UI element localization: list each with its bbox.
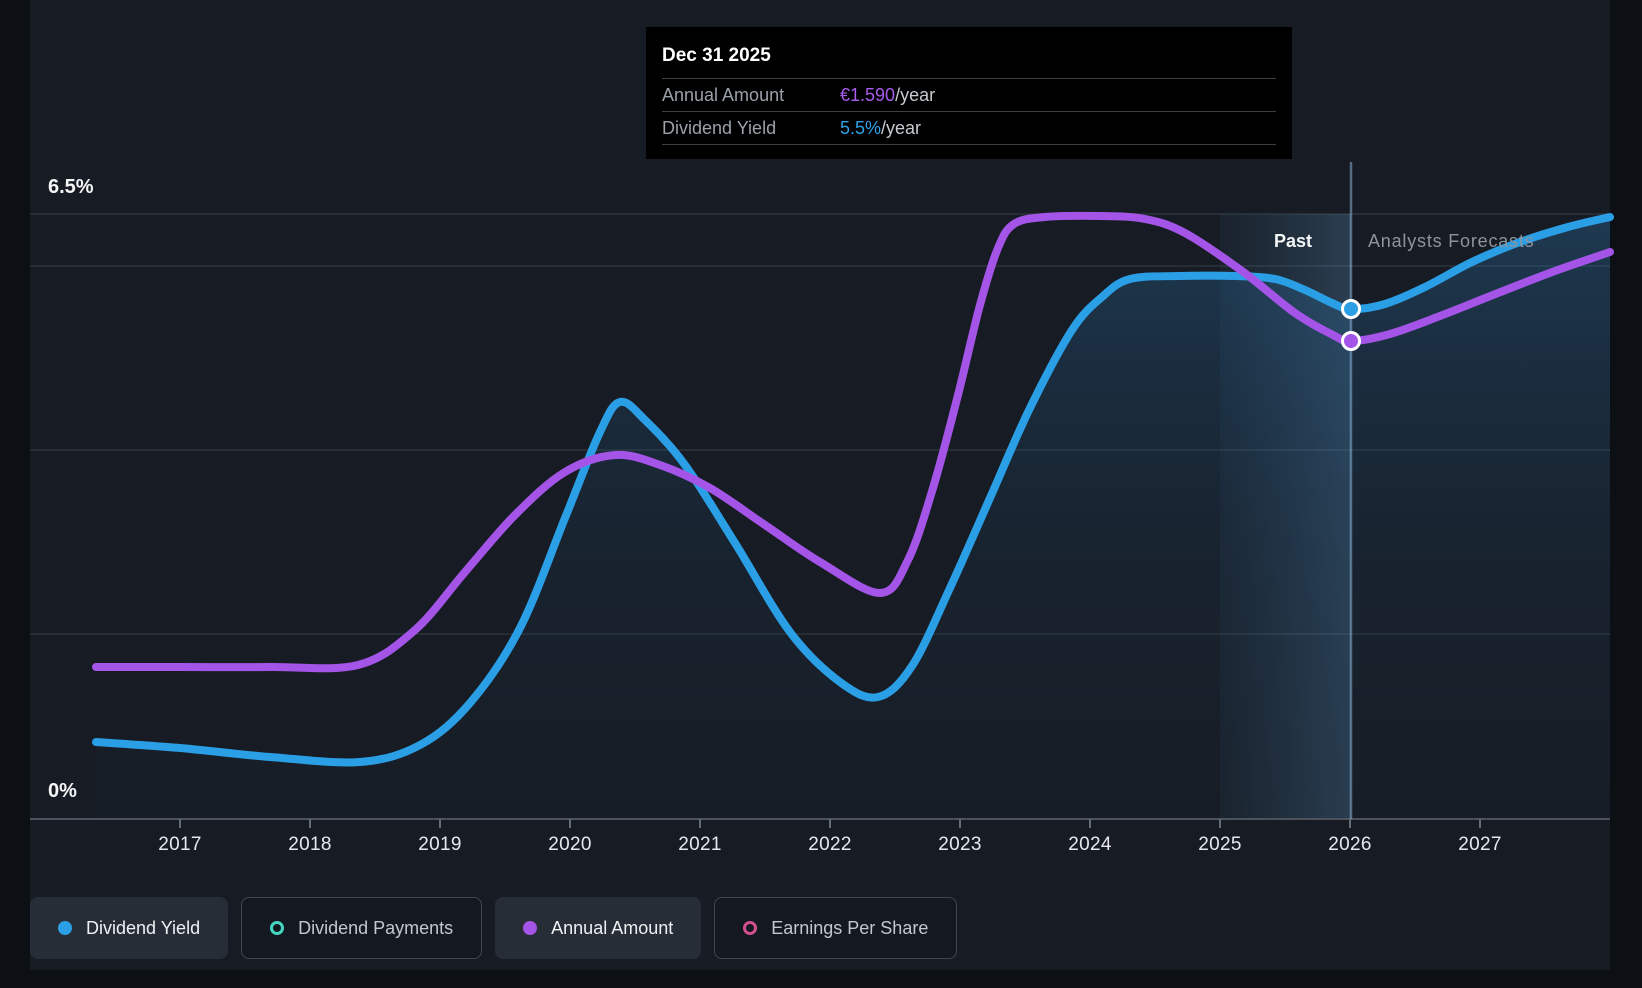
x-tick-label: 2027 xyxy=(1458,834,1502,855)
chart-hover-area[interactable] xyxy=(90,200,1610,820)
legend-label: Dividend Payments xyxy=(298,917,454,938)
tooltip-row-annual-amount: Annual Amount €1.590 /year xyxy=(662,79,1276,112)
chart-legend: Dividend Yield Dividend Payments Annual … xyxy=(30,897,958,959)
tooltip-value-suffix: /year xyxy=(881,117,922,138)
dividend-payments-ring-icon xyxy=(270,921,285,935)
x-tick-label: 2025 xyxy=(1198,834,1242,855)
x-tick-label: 2024 xyxy=(1068,834,1112,855)
y-axis-max-label: 6.5% xyxy=(48,176,94,198)
dividend-yield-dot-icon xyxy=(58,921,72,935)
tooltip-value: 5.5% xyxy=(840,117,882,138)
tooltip-date: Dec 31 2025 xyxy=(662,39,1276,79)
legend-label: Earnings Per Share xyxy=(771,917,929,938)
tooltip-label: Annual Amount xyxy=(662,84,785,105)
annual-amount-dot-icon xyxy=(523,921,538,935)
legend-toggle-dividend-yield[interactable]: Dividend Yield xyxy=(30,897,229,959)
tooltip-label: Dividend Yield xyxy=(662,117,777,138)
tooltip-value-suffix: /year xyxy=(895,84,936,105)
x-tick-label: 2023 xyxy=(938,834,982,855)
tooltip-value: €1.590 xyxy=(840,84,896,105)
tooltip-row-dividend-yield: Dividend Yield 5.5% /year xyxy=(662,112,1276,145)
legend-label: Dividend Yield xyxy=(86,917,201,938)
x-tick-label: 2020 xyxy=(548,834,592,855)
past-section-label: Past xyxy=(1273,231,1312,251)
chart-tooltip: Dec 31 2025 Annual Amount €1.590 /year D… xyxy=(646,27,1292,159)
legend-toggle-annual-amount[interactable]: Annual Amount xyxy=(495,897,702,959)
x-tick-label: 2026 xyxy=(1328,834,1372,855)
x-tick-label: 2017 xyxy=(158,834,202,855)
analysts-forecasts-section-label: Analysts Forecasts xyxy=(1368,231,1535,251)
x-tick-label: 2021 xyxy=(678,834,722,855)
y-axis-min-label: 0% xyxy=(48,780,77,802)
x-tick-label: 2019 xyxy=(418,834,462,855)
legend-toggle-earnings-per-share[interactable]: Earnings Per Share xyxy=(714,897,958,959)
earnings-per-share-ring-icon xyxy=(743,921,758,935)
legend-label: Annual Amount xyxy=(551,917,674,938)
x-tick-label: 2022 xyxy=(808,834,852,855)
x-tick-label: 2018 xyxy=(288,834,332,855)
legend-toggle-dividend-payments[interactable]: Dividend Payments xyxy=(241,897,483,959)
